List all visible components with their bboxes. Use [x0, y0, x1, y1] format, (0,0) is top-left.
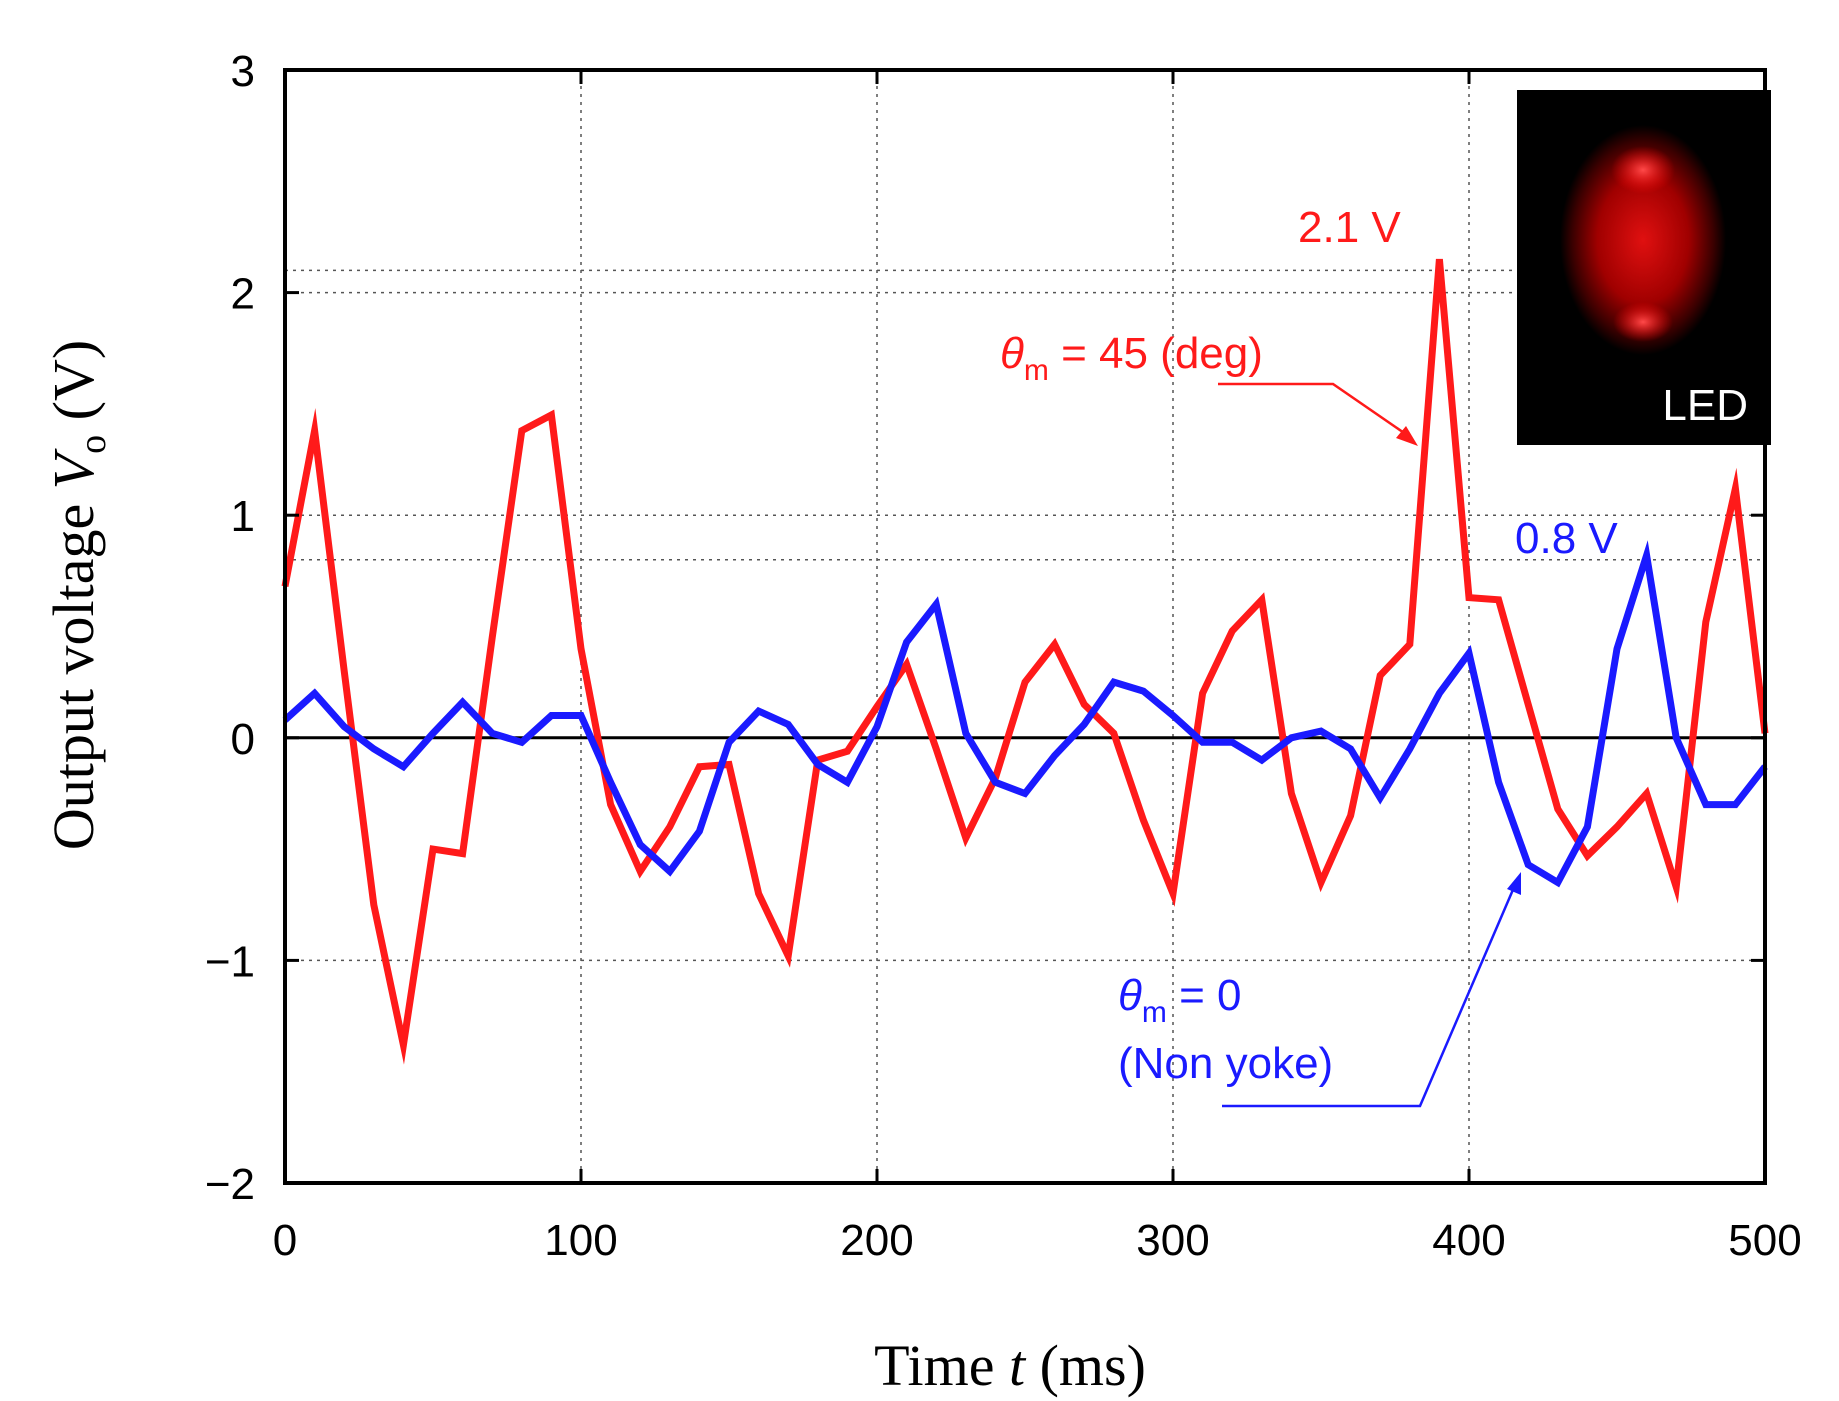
y-title-prefix: Output voltage — [41, 489, 106, 850]
x-axis-title: Time t (ms) — [874, 1333, 1146, 1398]
y-tick-label: −2 — [205, 1160, 255, 1209]
blue-series-label: θm = 0 — [1118, 971, 1242, 1029]
y-tick-label: 1 — [231, 492, 255, 541]
red-theta-sub: m — [1024, 354, 1049, 387]
series-line-theta-0 — [282, 540, 1768, 888]
red-label-leader — [1218, 382, 1411, 439]
red-theta: θ — [1000, 329, 1024, 378]
tick-labels: 0 100 200 300 400 500 −2 −1 0 1 2 3 — [205, 47, 1802, 1265]
y-tick-label: 2 — [231, 270, 255, 319]
blue-theta-sub: m — [1142, 996, 1167, 1029]
series-line-theta-45 — [281, 258, 1769, 1065]
blue-series-label-line2: (Non yoke) — [1118, 1039, 1333, 1088]
y-tick-label: −1 — [205, 937, 255, 986]
y-tick-label: 0 — [231, 715, 255, 764]
red-peak-label: 2.1 V — [1298, 203, 1401, 252]
x-tick-label: 500 — [1728, 1216, 1801, 1265]
y-axis-title: Output voltage Vo (V) — [41, 340, 114, 850]
y-title-sub: o — [72, 435, 114, 454]
x-tick-label: 400 — [1432, 1216, 1505, 1265]
x-title-var: t — [1009, 1333, 1027, 1398]
plot-frame — [283, 68, 1767, 1185]
blue-series-rest: = 0 — [1167, 971, 1242, 1020]
blue-label-leader — [1222, 884, 1517, 1108]
x-title-suffix: (ms) — [1025, 1333, 1146, 1398]
y-title-var: V — [41, 447, 106, 489]
inset-label: LED — [1662, 381, 1748, 430]
x-title-prefix: Time — [874, 1333, 1009, 1398]
y-title-suffix: (V) — [41, 340, 106, 435]
red-series-rest: = 45 (deg) — [1049, 329, 1263, 378]
blue-peak-label: 0.8 V — [1515, 514, 1618, 563]
ticks — [283, 68, 1767, 1185]
blue-theta: θ — [1118, 971, 1142, 1020]
red-series-label: θm = 45 (deg) — [1000, 329, 1263, 387]
led-inset-image: LED — [1517, 90, 1771, 445]
x-tick-label: 0 — [273, 1216, 297, 1265]
series-lines — [281, 258, 1769, 1065]
x-tick-label: 200 — [840, 1216, 913, 1265]
x-tick-label: 300 — [1136, 1216, 1209, 1265]
blue-arrowhead — [1507, 872, 1521, 895]
red-arrowhead — [1396, 426, 1418, 446]
y-tick-label: 3 — [231, 47, 255, 96]
x-tick-label: 100 — [544, 1216, 617, 1265]
